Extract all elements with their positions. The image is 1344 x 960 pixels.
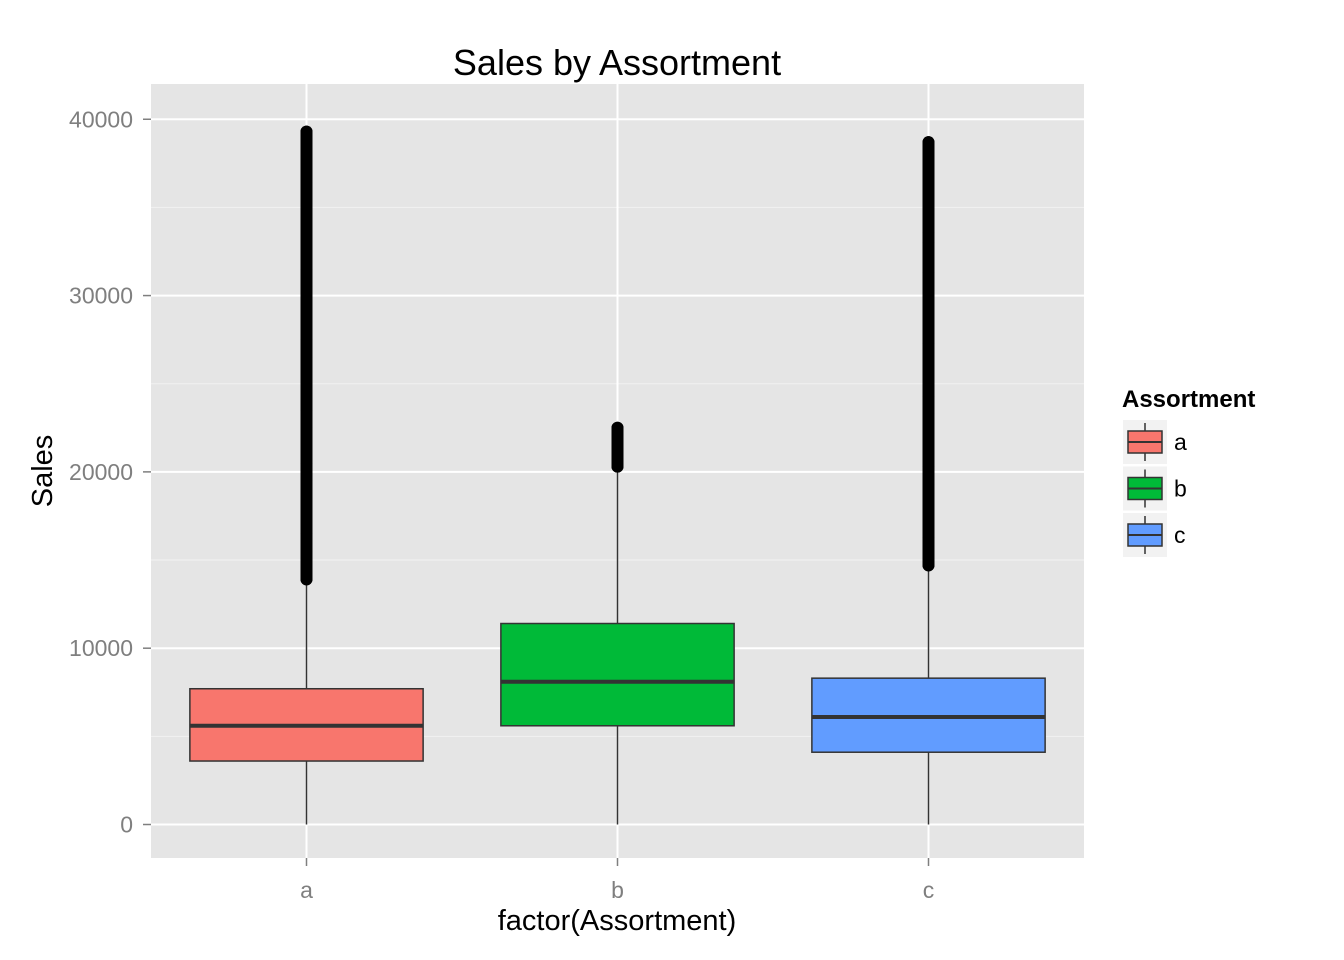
x-tick-label: c: [923, 877, 935, 903]
box-a: [189, 125, 424, 825]
y-tick-label: 30000: [69, 283, 133, 309]
y-tick-label: 20000: [69, 459, 133, 485]
outlier-point: [611, 421, 624, 434]
y-axis-title: Sales: [27, 435, 59, 508]
legend-label-c: c: [1174, 522, 1186, 548]
y-axis-ticks: 0 10000 20000 30000 40000: [69, 106, 151, 838]
legend-keys: abc: [1123, 420, 1187, 557]
boxes-layer: [189, 125, 1046, 825]
legend-label-a: a: [1174, 429, 1187, 455]
legend-key-a: a: [1123, 420, 1187, 464]
y-tick-label: 10000: [69, 635, 133, 661]
outlier-point: [922, 136, 935, 149]
x-tick-label: b: [611, 877, 624, 903]
legend-key-b: b: [1123, 466, 1187, 511]
box-b: [500, 421, 735, 825]
legend-key-c: c: [1123, 513, 1186, 557]
box-c: [811, 136, 1046, 825]
x-axis-ticks: a b c: [300, 858, 934, 903]
legend: Assortment abc: [1122, 386, 1255, 557]
x-axis-title: factor(Assortment): [498, 905, 737, 937]
chart-title: Sales by Assortment: [453, 42, 781, 83]
legend-title: Assortment: [1122, 386, 1255, 413]
y-tick-label: 0: [120, 812, 133, 838]
y-tick-label: 40000: [69, 106, 133, 132]
legend-label-b: b: [1174, 476, 1187, 502]
iqr-box: [500, 622, 735, 727]
x-tick-label: a: [300, 877, 313, 903]
outlier-point: [300, 125, 313, 138]
